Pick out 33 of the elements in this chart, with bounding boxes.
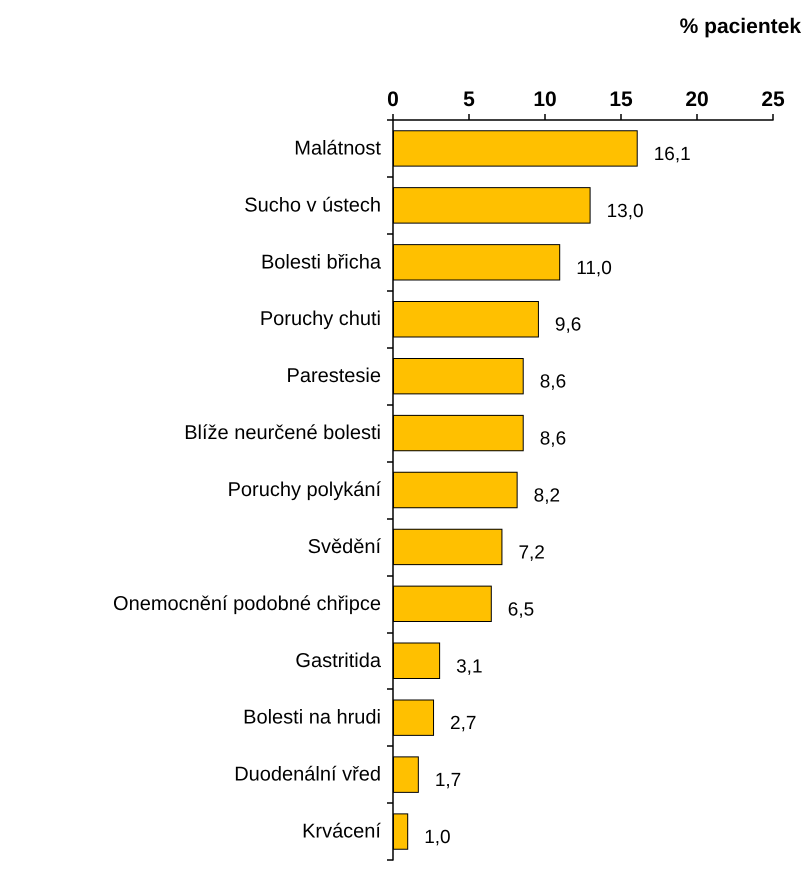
y-tick-label: Poruchy polykání <box>228 479 382 501</box>
x-tick-label: 15 <box>609 88 633 111</box>
data-label: 8,6 <box>540 372 566 393</box>
data-label: 11,0 <box>576 258 612 279</box>
data-label: 13,0 <box>606 200 644 222</box>
y-tick-label: Bolesti břicha <box>260 251 382 274</box>
y-tick-label: Gastritida <box>295 650 382 672</box>
data-label: 7,2 <box>518 542 545 564</box>
y-tick-label: Onemocnění podobné chřipce <box>113 592 381 615</box>
x-tick-label: 10 <box>533 88 557 111</box>
data-label: 1,7 <box>434 770 462 792</box>
data-label: 6,5 <box>508 599 534 620</box>
data-label: 2,7 <box>450 713 476 734</box>
x-axis-title: % pacientek <box>680 15 802 38</box>
y-tick-label: Krvácení <box>302 820 382 843</box>
y-tick-label: Duodenální vřed <box>234 764 381 786</box>
x-tick-label: 0 <box>387 88 399 111</box>
y-tick-label: Svědění <box>308 536 382 558</box>
y-tick-label: Malátnost <box>294 137 382 160</box>
y-tick-label: Bolesti na hrudi <box>243 706 381 729</box>
y-tick-label: Parestesie <box>286 365 381 388</box>
data-label: 8,6 <box>540 428 566 450</box>
x-tick-label: 25 <box>761 88 785 111</box>
data-label: 16,1 <box>654 144 691 165</box>
y-tick-label: Sucho v ústech <box>244 194 381 216</box>
x-tick-label: 5 <box>463 88 476 111</box>
y-tick-label: Poruchy chuti <box>260 308 381 330</box>
data-label: 8,2 <box>534 486 560 506</box>
y-tick-label: Blíže neurčené bolesti <box>184 422 381 444</box>
data-label: 9,6 <box>554 314 582 336</box>
x-tick-label: 20 <box>685 88 709 111</box>
data-label: 1,0 <box>424 827 451 848</box>
data-label: 3,1 <box>456 656 483 678</box>
